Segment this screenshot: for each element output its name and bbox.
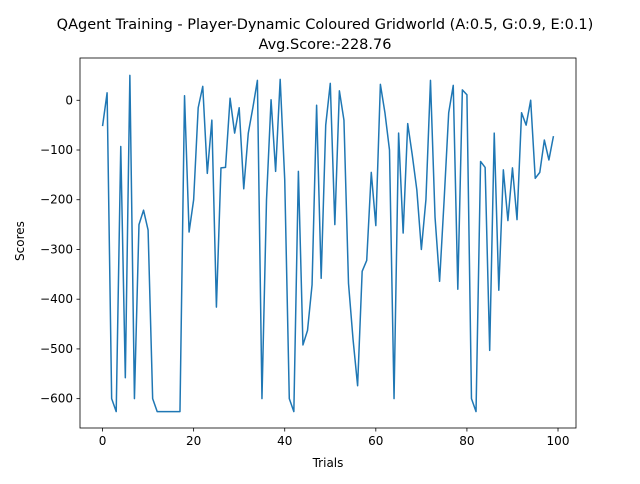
- y-axis-label: Scores: [13, 221, 27, 261]
- y-tick-label: −100: [40, 143, 73, 157]
- y-tick-label: −300: [40, 242, 73, 256]
- x-tick-label: 0: [99, 434, 107, 448]
- x-tick-label: 100: [547, 434, 570, 448]
- series-line-0: [101, 74, 555, 413]
- chart-title-line2: Avg.Score:-228.76: [259, 37, 392, 53]
- y-tick-label: −500: [40, 342, 73, 356]
- y-tick-label: 0: [65, 93, 73, 107]
- y-tick-label: −600: [40, 392, 73, 406]
- x-tick-label: 60: [368, 434, 383, 448]
- axes-frame: [79, 57, 577, 429]
- chart-title-line1: QAgent Training - Player-Dynamic Coloure…: [57, 17, 594, 33]
- x-tick-label: 80: [459, 434, 474, 448]
- x-axis-label: Trials: [312, 456, 344, 470]
- x-tick-label: 20: [186, 434, 201, 448]
- y-tick-label: −400: [40, 292, 73, 306]
- x-tick-label: 40: [277, 434, 292, 448]
- plot-area: 0 20 40 60 80 100 −600 −500 −400 −300 −200 −100 0: [40, 57, 577, 448]
- y-tick-label: −200: [40, 193, 73, 207]
